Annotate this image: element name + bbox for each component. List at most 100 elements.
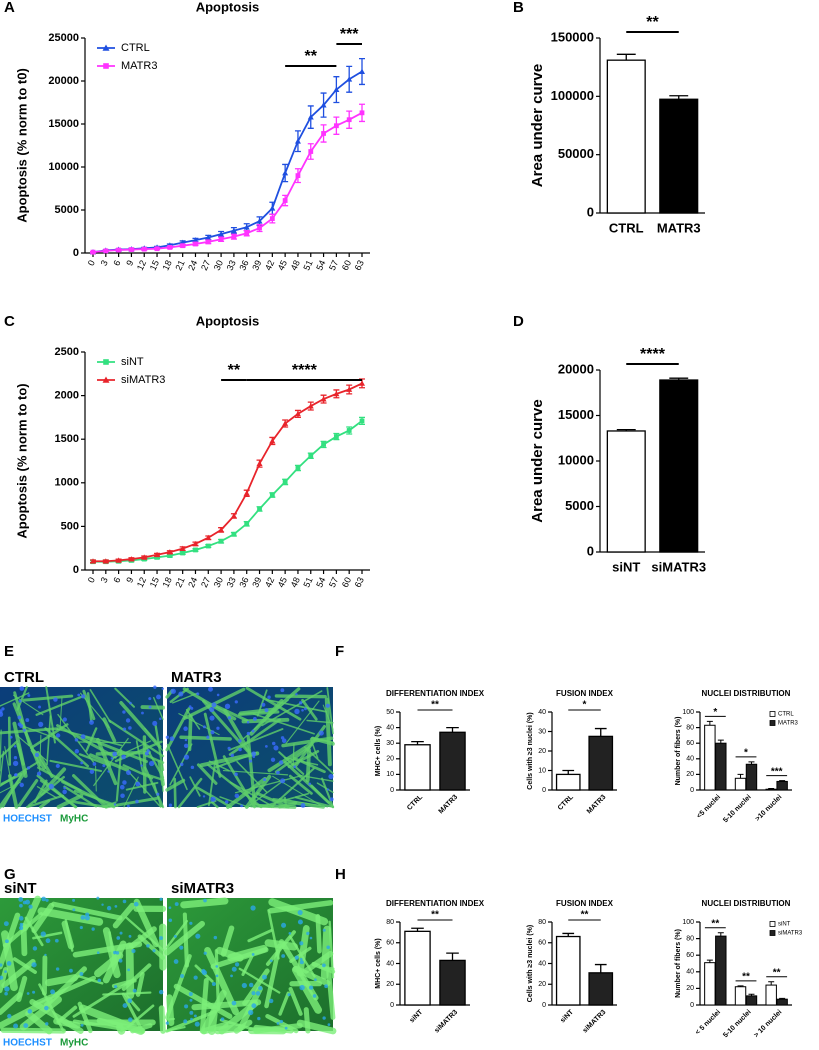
y-tick-label: 60 [686, 952, 694, 959]
y-tick-label: 30 [386, 740, 394, 747]
nucleus [148, 705, 152, 709]
nucleus [45, 898, 49, 902]
marker [230, 512, 237, 519]
nucleus [188, 705, 192, 708]
fiber [278, 751, 305, 776]
chart-title: FUSION INDEX [556, 689, 614, 698]
marker [102, 376, 110, 383]
marker [282, 479, 288, 485]
y-tick-label: 60 [538, 940, 546, 947]
x-tick-label: 0 [86, 259, 97, 268]
fiber [164, 920, 205, 956]
marker [154, 551, 161, 558]
nucleus [159, 936, 163, 941]
nucleus [250, 905, 256, 911]
nucleus [234, 793, 240, 799]
nucleus [264, 708, 269, 713]
legend-label: MATR3 [121, 60, 157, 72]
nucleus [287, 993, 291, 997]
x-tick-label: siMATR3 [582, 1009, 608, 1035]
marker [102, 558, 109, 564]
nucleus [216, 726, 220, 730]
fiber [29, 999, 84, 1034]
nucleus [297, 909, 303, 916]
nucleus [189, 1010, 194, 1015]
marker [231, 234, 237, 240]
fiber [204, 946, 239, 1016]
fiber [278, 991, 290, 1016]
x-tick-label: 45 [276, 576, 289, 589]
x-tick-label: CTRL [609, 220, 644, 235]
nucleus [264, 744, 268, 748]
nucleus [224, 800, 229, 804]
nucleus [84, 915, 90, 921]
fiber [166, 743, 188, 791]
nucleus [304, 707, 307, 711]
fiber [23, 725, 59, 740]
nucleus [62, 789, 67, 795]
error-bar [594, 727, 607, 737]
x-tick-label: 33 [225, 259, 238, 272]
nucleus [193, 1014, 197, 1018]
legend-label: siNT [121, 356, 144, 368]
fiber [228, 718, 282, 756]
nucleus [119, 784, 125, 790]
nucleus [44, 953, 47, 957]
nucleus [122, 1003, 128, 1009]
marker [167, 553, 173, 559]
marker [243, 224, 250, 230]
nucleus [156, 792, 160, 796]
marker [269, 437, 276, 444]
y-tick-label: 0 [542, 1002, 546, 1009]
significance-label: ** [305, 48, 318, 65]
nucleus [3, 921, 9, 927]
nucleus [72, 898, 76, 902]
nucleus [281, 954, 286, 958]
x-tick-label: 30 [212, 576, 225, 589]
x-tick-label: 12 [135, 576, 148, 589]
fiber [49, 759, 103, 773]
nucleus [23, 1023, 29, 1029]
nucleus [262, 777, 267, 782]
marker [257, 506, 262, 512]
fiber [88, 753, 129, 772]
fiber [324, 697, 332, 767]
panel-letter: E [4, 643, 14, 660]
nucleus [96, 896, 100, 900]
x-tick-label: >10 nuclei [754, 794, 783, 823]
y-tick-label: 10000 [558, 452, 594, 467]
fiber [201, 1021, 229, 1035]
chart-title: NUCLEI DISTRIBUTION [702, 899, 791, 908]
image-label: CTRL [4, 669, 44, 686]
nucleus [127, 1017, 133, 1022]
nucleus [327, 1023, 331, 1027]
bar [404, 930, 431, 1006]
fiber [37, 907, 104, 926]
nucleus [148, 760, 155, 767]
fiber [158, 1005, 166, 1034]
y-tick-label: 100000 [551, 88, 594, 103]
fiber [173, 983, 233, 1020]
marker [193, 547, 198, 553]
significance-label: ** [646, 14, 659, 31]
fiber [125, 781, 159, 791]
x-tick-label: 18 [161, 576, 174, 589]
stain-label: HOECHST [3, 1038, 52, 1049]
y-axis-label: Apoptosis (% norm to t0) [14, 68, 29, 223]
nucleus [258, 985, 263, 991]
significance-label: ** [581, 910, 589, 921]
stain-label: MyHC [60, 1038, 88, 1049]
marker [359, 110, 365, 116]
fiber [241, 953, 254, 976]
nucleus [227, 746, 231, 750]
nucleus [158, 989, 164, 995]
marker [243, 490, 250, 496]
fiber [61, 780, 116, 809]
y-axis-label: Area under curve [529, 399, 546, 522]
y-tick-label: 1500 [55, 433, 79, 445]
fiber [185, 709, 201, 730]
marker [333, 123, 339, 129]
error-bar [717, 739, 724, 744]
significance-label: ** [773, 967, 781, 978]
error-bar [706, 720, 713, 726]
